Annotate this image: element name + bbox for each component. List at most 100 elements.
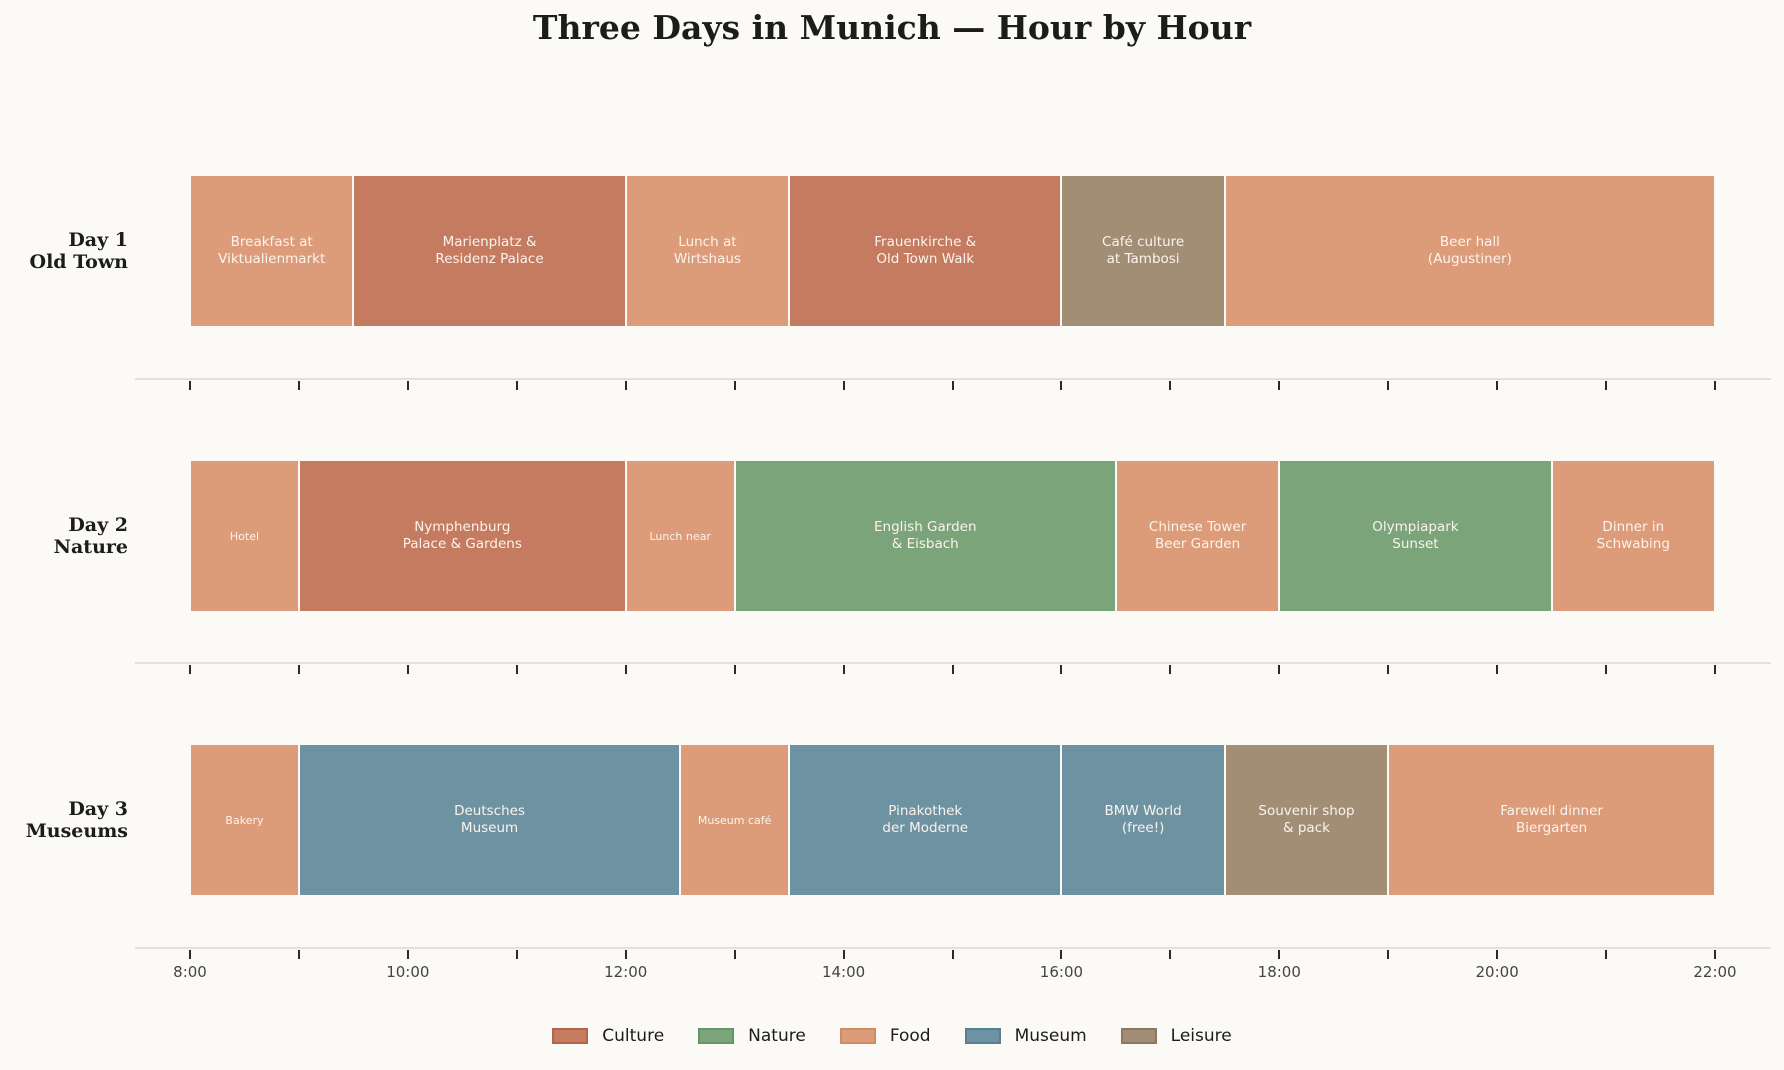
axis-tick [1387,665,1390,674]
axis-tick [297,381,300,390]
activity-bar-food: Dinner in Schwabing [1551,460,1715,612]
axis-tick [1496,381,1499,390]
x-tick-label: 20:00 [1475,963,1519,981]
axis-tick [515,381,518,390]
x-tick-label: 18:00 [1257,963,1301,981]
axis-tick [624,381,627,390]
axis-tick [406,381,409,390]
legend-swatch-icon [839,1028,876,1044]
axis-tick [1387,381,1390,390]
axis-tick [842,381,845,390]
axis-tick [1278,381,1281,390]
activity-bar-culture: Marienplatz & Residenz Palace [353,175,626,327]
legend-swatch-icon [1120,1028,1157,1044]
legend-label: Culture [602,1026,665,1046]
x-tick-label: 8:00 [173,963,207,981]
chart-title: Three Days in Munich — Hour by Hour [532,8,1252,47]
axis-tick [1060,381,1063,390]
axis-tick [189,950,191,959]
legend-swatch-icon [552,1028,589,1044]
activity-bar-leisure: Café culture at Tambosi [1061,175,1225,327]
axis-tick [1278,950,1281,959]
axis-tick [1278,665,1281,674]
activity-bar-food: Chinese Tower Beer Garden [1115,460,1280,612]
axis-tick [1605,381,1608,390]
legend-item-food: Food [839,1026,931,1046]
activity-bar-food: Farewell dinner Biergarten [1388,744,1715,896]
activity-bar-nature: English Garden & Eisbach [734,460,1116,612]
legend: Culture Nature Food Museum Leisure [0,1026,1784,1046]
legend-item-leisure: Leisure [1120,1026,1232,1046]
activity-bar-food: Lunch at Wirtshaus [625,175,790,327]
axis-tick [842,665,845,674]
axis-tick [1714,665,1716,674]
axis-tick [1060,950,1063,959]
row-label-theme: Old Town [29,251,128,273]
axis-tick [297,665,300,674]
axis-tick [1387,950,1390,959]
axis-tick [1060,665,1063,674]
row-label-day-1: Day 1 Old Town [0,229,128,273]
axis-tick [515,950,518,959]
activity-bar-culture: Frauenkirche & Old Town Walk [789,175,1062,327]
axis-tick [189,665,191,674]
axis-tick [1714,950,1716,959]
axis-tick [1605,950,1608,959]
row-label-day: Day 2 [68,514,128,536]
legend-label: Food [889,1026,931,1046]
activity-bar-food: Breakfast at Viktualienmarkt [190,175,354,327]
activity-bar-food: Hotel [190,460,299,612]
axis-line [135,378,1771,380]
axis-tick [189,381,191,390]
axis-line [135,662,1771,664]
row-label-day-3: Day 3 Museums [0,798,128,842]
activity-bar-food: Museum café [680,744,790,896]
axis-tick [297,950,300,959]
axis-tick [1496,950,1499,959]
activity-bar-food: Bakery [190,744,299,896]
axis-tick [624,665,627,674]
axis-tick [733,381,736,390]
axis-tick [406,950,409,959]
axis-tick [842,950,845,959]
axis-tick [515,665,518,674]
axis-tick [1714,381,1716,390]
activity-bar-museum: BMW World (free!) [1061,744,1225,896]
axis-tick [951,950,954,959]
axis-tick [733,665,736,674]
axis-tick [951,665,954,674]
activity-bar-food: Beer hall (Augustiner) [1224,175,1715,327]
row-label-theme: Museums [25,820,128,842]
row-label-day: Day 3 [68,798,128,820]
legend-label: Museum [1014,1026,1087,1046]
activity-bar-museum: Deutsches Museum [298,744,681,896]
row-label-day-2: Day 2 Nature [0,514,128,558]
row-label-day: Day 1 [68,229,128,251]
axis-line [135,947,1771,949]
axis-tick [1605,665,1608,674]
axis-tick [1169,665,1172,674]
axis-tick [1169,950,1172,959]
legend-item-culture: Culture [552,1026,664,1046]
row-label-theme: Nature [53,536,128,558]
x-tick-label: 22:00 [1693,963,1737,981]
legend-label: Leisure [1170,1026,1232,1046]
axis-tick [1496,665,1499,674]
x-tick-label: 10:00 [386,963,430,981]
axis-tick [951,381,954,390]
activity-bar-leisure: Souvenir shop & pack [1224,744,1389,896]
activity-bar-culture: Nymphenburg Palace & Gardens [298,460,626,612]
x-tick-label: 12:00 [604,963,648,981]
axis-tick [1169,381,1172,390]
x-tick-label: 16:00 [1039,963,1084,981]
legend-swatch-icon [698,1028,735,1044]
activity-bar-museum: Pinakothek der Moderne [789,744,1062,896]
legend-label: Nature [748,1026,806,1046]
legend-swatch-icon [964,1028,1001,1044]
axis-tick [733,950,736,959]
legend-item-nature: Nature [698,1026,806,1046]
activity-bar-food: Lunch near [625,460,735,612]
x-tick-label: 14:00 [821,963,866,981]
legend-item-museum: Museum [964,1026,1087,1046]
activity-bar-nature: Olympiapark Sunset [1279,460,1552,612]
